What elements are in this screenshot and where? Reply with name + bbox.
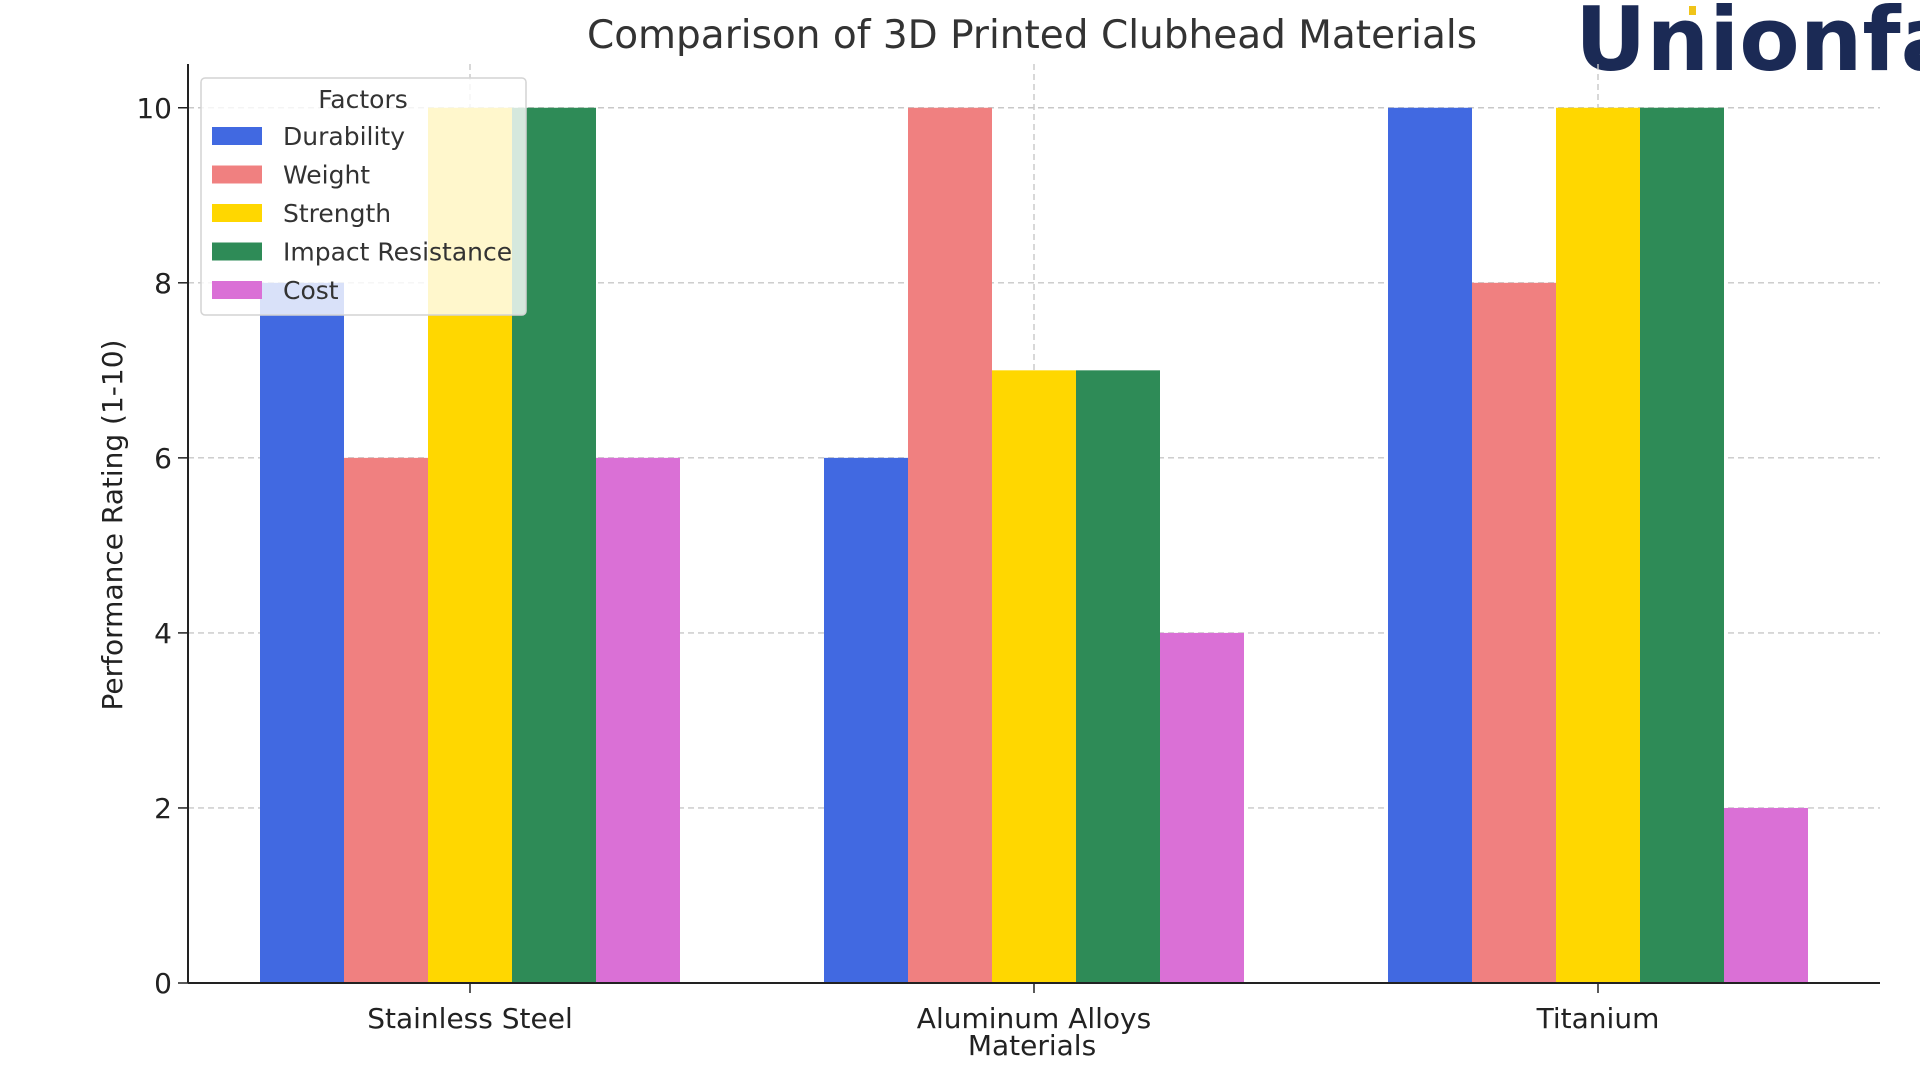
y-tick-label: 8 bbox=[154, 267, 172, 300]
bar-durability-titanium bbox=[1388, 107, 1472, 983]
bar-weight-stainless-steel bbox=[344, 457, 428, 983]
bar-impact-resistance-aluminum-alloys bbox=[1076, 370, 1160, 983]
legend-title: Factors bbox=[318, 85, 408, 114]
logo-accent-mark bbox=[1689, 6, 1696, 15]
chart-title: Comparison of 3D Printed Clubhead Materi… bbox=[587, 13, 1477, 58]
legend-label: Impact Resistance bbox=[283, 238, 512, 267]
legend-swatch bbox=[212, 242, 262, 261]
bar-durability-aluminum-alloys bbox=[824, 457, 908, 983]
bar-durability-stainless-steel bbox=[260, 282, 344, 983]
bar-cost-titanium bbox=[1724, 807, 1808, 983]
bar-cost-aluminum-alloys bbox=[1160, 632, 1244, 983]
x-tick-label: Aluminum Alloys bbox=[917, 1002, 1151, 1035]
brand-logo: Unionfab bbox=[1575, 0, 1920, 91]
y-tick-label: 10 bbox=[136, 92, 172, 125]
y-tick-label: 0 bbox=[154, 967, 172, 1000]
legend-swatch bbox=[212, 165, 262, 184]
legend-box bbox=[200, 77, 527, 316]
legend-label: Durability bbox=[283, 122, 405, 151]
legend-swatch bbox=[212, 281, 262, 299]
y-tick-label: 4 bbox=[154, 617, 172, 650]
bar-impact-resistance-titanium bbox=[1640, 107, 1724, 983]
logo-text: Unionfab bbox=[1575, 0, 1920, 91]
x-tick-label: Stainless Steel bbox=[367, 1002, 573, 1035]
bar-weight-titanium bbox=[1472, 282, 1556, 983]
legend: Factors Durability Weight Strength Impact R… bbox=[200, 77, 527, 316]
bar-strength-titanium bbox=[1556, 107, 1640, 983]
x-axis-label: Materials bbox=[968, 1029, 1096, 1062]
axes: 0 2 4 6 8 10 Stainless Steel Aluminum Alloys Tit… bbox=[136, 64, 1880, 1035]
legend-label: Weight bbox=[283, 161, 370, 190]
bars bbox=[260, 107, 1808, 983]
legend-swatch bbox=[212, 127, 262, 145]
y-axis-label: Performance Rating (1-10) bbox=[96, 340, 129, 711]
legend-label: Cost bbox=[283, 276, 339, 305]
x-tick-label: Titanium bbox=[1536, 1002, 1660, 1035]
y-tick-label: 6 bbox=[154, 442, 172, 475]
legend-swatch bbox=[212, 204, 262, 222]
bar-cost-stainless-steel bbox=[596, 457, 680, 983]
bar-weight-aluminum-alloys bbox=[908, 107, 992, 983]
y-tick-label: 2 bbox=[154, 792, 172, 825]
legend-label: Strength bbox=[283, 199, 391, 228]
bar-strength-aluminum-alloys bbox=[992, 370, 1076, 983]
